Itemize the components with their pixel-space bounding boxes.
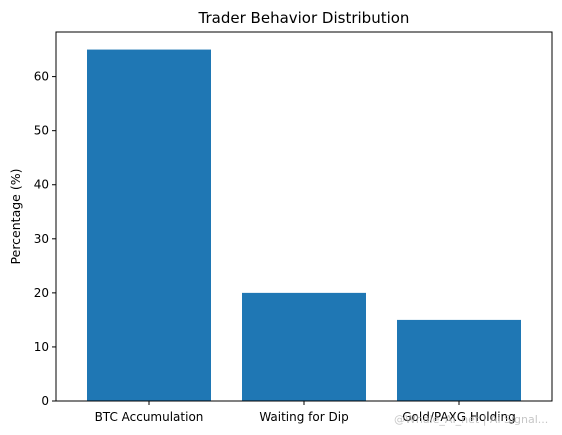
x-tick-label-2: Gold/PAXG Holding [402,410,516,424]
bars-group [87,49,521,401]
y-tick-label-1: 10 [34,340,49,354]
x-axis: BTC Accumulation Waiting for Dip Gold/PAXG… [95,401,516,424]
y-tick-label-3: 30 [34,232,49,246]
y-axis: 0 10 20 30 40 50 60 [34,70,56,408]
y-tick-label-6: 60 [34,70,49,84]
y-tick-label-4: 40 [34,178,49,192]
chart-title: Trader Behavior Distribution [198,9,410,27]
bar-2 [397,319,521,401]
y-tick-label-2: 20 [34,286,49,300]
x-tick-label-1: Waiting for Dip [259,410,348,424]
x-tick-label-0: BTC Accumulation [95,410,204,424]
y-axis-title: Percentage (%) [8,169,23,265]
watermark-text: @Whale_AI_net | Ai Signal... [394,413,548,426]
y-tick-label-0: 0 [41,394,49,408]
bar-0 [87,49,211,401]
bar-1 [242,292,366,401]
y-tick-label-5: 50 [34,124,49,138]
